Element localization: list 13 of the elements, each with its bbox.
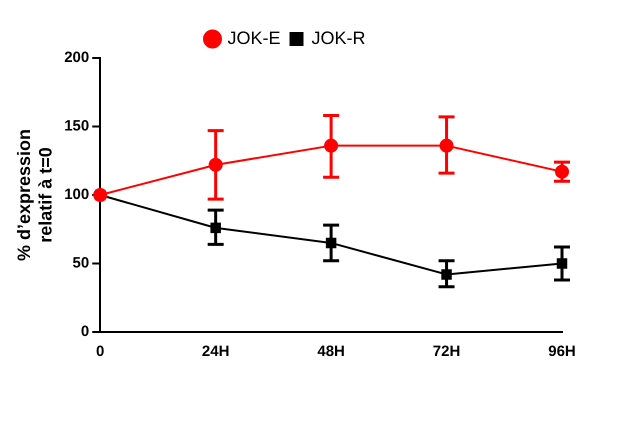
y-tick-label: 0 — [80, 323, 90, 340]
x-tick-label: 72H — [432, 343, 460, 360]
y-tick-label: 200 — [64, 49, 90, 66]
x-tick-label: 0 — [96, 343, 104, 360]
y-tick-label: 150 — [64, 118, 90, 135]
x-tick-label: 48H — [317, 343, 345, 360]
y-tick-label: 100 — [64, 186, 90, 204]
y-tick-label: 50 — [72, 254, 90, 272]
legend-label: JOK-E — [227, 28, 281, 48]
y-axis-title: % d’expression relatif à t=0 — [14, 128, 56, 262]
legend-label: JOK-R — [312, 28, 366, 48]
x-tick-label: 24H — [202, 343, 230, 360]
x-tick-label: 96H — [548, 343, 576, 360]
